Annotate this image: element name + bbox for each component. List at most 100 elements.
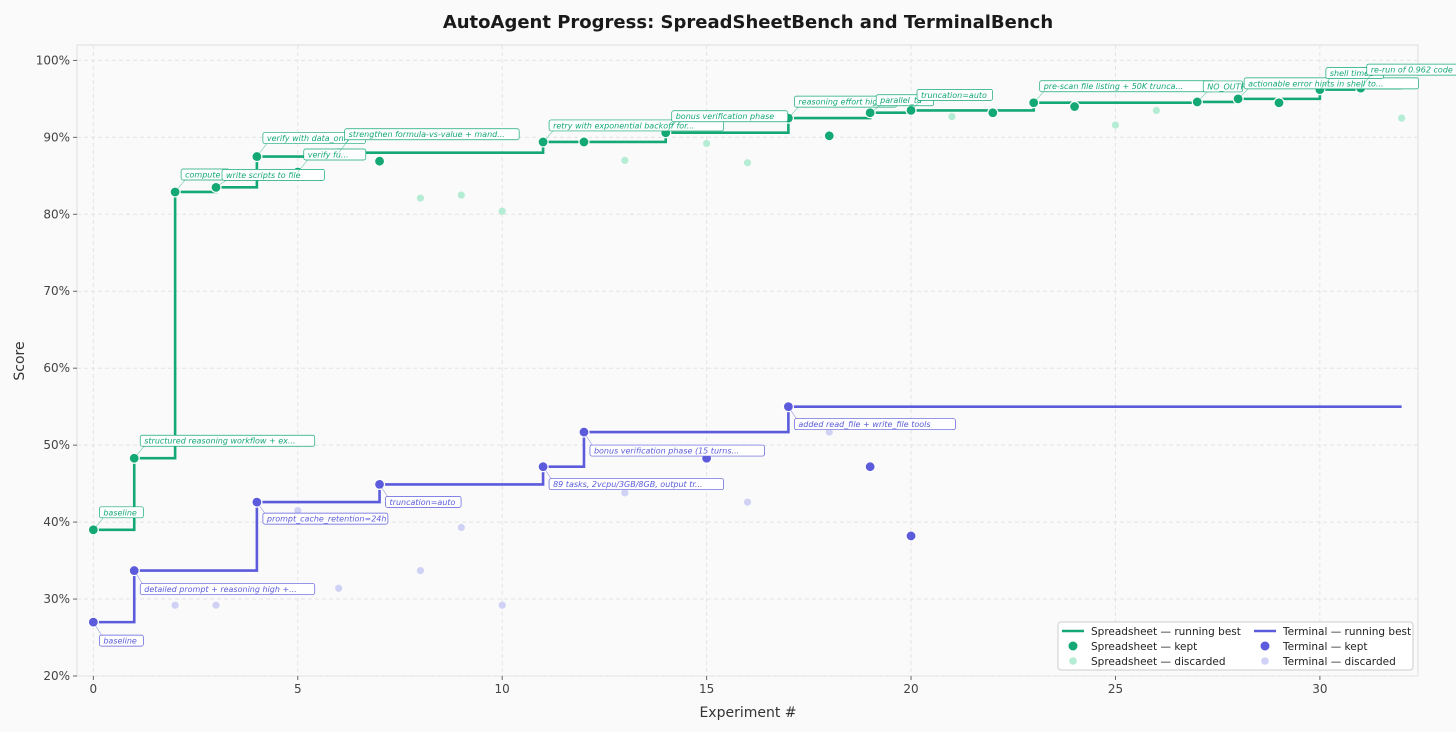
- annotation-label: baseline: [103, 637, 137, 646]
- annotation-box: [221, 169, 325, 181]
- annotation-box: [99, 634, 144, 647]
- annotation-box: [548, 478, 724, 491]
- annotation-label: 89 tasks, 2vcpu/3GB/8GB, output tr...: [553, 480, 702, 489]
- annotation-box: [99, 506, 144, 519]
- y-tick-label: 20%: [43, 669, 70, 683]
- x-tick-label: 25: [1108, 682, 1123, 696]
- annotation-leader: [1033, 91, 1044, 103]
- spreadsheet-discarded-point: [621, 156, 629, 165]
- legend-swatch-dot: [1068, 641, 1078, 651]
- spreadsheet-discarded-point: [498, 207, 506, 215]
- terminal-running-best-line: [93, 405, 1402, 624]
- legend-swatch-dot: [1261, 657, 1269, 665]
- annotation-label: bonus verification phase: [676, 112, 775, 121]
- legend-swatch-dot: [1069, 657, 1077, 665]
- annotation-box: [262, 512, 389, 525]
- annotation-label: re-run of 0.962 code: [1371, 66, 1453, 75]
- annotation-label: actionable error hints in shell to...: [1248, 79, 1383, 88]
- terminal-kept-point: [864, 461, 876, 473]
- annotation-label: parallel_ta: [879, 96, 922, 105]
- terminal-discarded-point: [416, 566, 425, 575]
- spreadsheet-discarded-point: [703, 139, 711, 148]
- spreadsheet-kept-point: [578, 136, 590, 148]
- annotation-leader: [542, 130, 554, 143]
- annotation-label: baseline: [103, 508, 137, 517]
- annotation-leader: [788, 106, 799, 119]
- annotation-box: [1366, 63, 1456, 76]
- annotation-label: strengthen formula-vs-value + mand...: [349, 130, 505, 139]
- annotation-leader: [1237, 88, 1249, 100]
- annotation-box: [303, 148, 367, 161]
- terminal-discarded-point: [498, 601, 506, 609]
- legend-label: Terminal — running best: [1282, 626, 1411, 638]
- annotation-label: write scripts to file: [226, 171, 301, 180]
- x-tick-label: 5: [294, 682, 302, 696]
- spreadsheet-kept-point: [1273, 97, 1285, 109]
- spreadsheet-kept-point: [987, 107, 999, 119]
- spreadsheet-discarded-point: [416, 194, 425, 202]
- spreadsheet-kept-point: [823, 130, 835, 142]
- legend-label: Spreadsheet — running best: [1091, 626, 1241, 638]
- annotation-leader: [910, 100, 922, 111]
- annotation-label: prompt_cache_retention=24h: [266, 515, 387, 524]
- spreadsheet-discarded-point: [743, 159, 752, 167]
- legend-swatch-dot: [1260, 641, 1270, 651]
- spreadsheet-kept-point: [373, 155, 386, 167]
- grid: [77, 45, 1418, 677]
- annotation-label: detailed prompt + reasoning high +...: [144, 585, 297, 594]
- annotation-box: [139, 583, 316, 595]
- terminal-discarded-point: [294, 506, 302, 515]
- annotation-label: reasoning effort high: [798, 98, 882, 107]
- annotation-box: [916, 89, 993, 101]
- x-tick-label: 20: [903, 682, 918, 696]
- annotation-label: added read_file + write_file tools: [798, 420, 930, 429]
- x-tick-label: 0: [90, 682, 98, 696]
- annotation-leader: [665, 121, 676, 133]
- annotation-label: retry with exponential backoff for...: [553, 121, 694, 130]
- annotation-label: bonus verification phase (15 turns...: [594, 447, 739, 456]
- terminal-discarded-point: [743, 498, 752, 506]
- spreadsheet-discarded-point: [1398, 114, 1406, 122]
- y-tick-label: 70%: [43, 284, 70, 298]
- legend-label: Spreadsheet — kept: [1091, 641, 1197, 653]
- y-axis-label: Score: [12, 341, 28, 380]
- annotation-leader: [869, 105, 881, 113]
- annotation-box: [385, 496, 462, 508]
- terminal-discarded-point: [457, 523, 465, 532]
- x-tick-label: 10: [495, 682, 510, 696]
- annotations-layer: baseline structured reasoning workflow + …: [93, 63, 1456, 647]
- annotation-leader: [338, 139, 349, 153]
- spreadsheet-discarded-point: [457, 191, 465, 199]
- spreadsheet-discarded-point: [948, 112, 956, 121]
- y-tick-label: 90%: [43, 130, 70, 144]
- annotation-leader: [93, 517, 104, 530]
- y-tick-label: 50%: [43, 438, 70, 452]
- legend: Spreadsheet — running best Terminal — run…: [1057, 621, 1414, 671]
- annotation-label: verify with data_only: [267, 134, 351, 143]
- annotation-leader: [297, 159, 309, 173]
- annotation-leader: [1197, 91, 1208, 103]
- plot-area: [76, 44, 1419, 677]
- annotation-box: [589, 444, 765, 457]
- annotation-label: truncation=auto: [390, 498, 456, 507]
- annotation-box: [794, 418, 956, 431]
- y-tick-label: 60%: [43, 361, 70, 375]
- terminal-discarded-point: [335, 584, 343, 592]
- annotation-leader: [1360, 74, 1371, 89]
- annotation-label: structured reasoning workflow + ex...: [144, 437, 295, 446]
- terminal-discarded-point: [212, 601, 220, 609]
- chart-title: AutoAgent Progress: SpreadSheetBench and…: [443, 12, 1053, 33]
- terminal-discarded-point: [171, 601, 179, 609]
- terminal-discarded-point: [621, 489, 629, 497]
- legend-label: Terminal — discarded: [1282, 656, 1396, 668]
- annotation-box: [671, 110, 789, 123]
- legend-label: Terminal — kept: [1282, 641, 1368, 653]
- terminal-discarded-point: [825, 428, 833, 436]
- spreadsheet-discarded-point: [1152, 106, 1160, 115]
- annotation-leader: [256, 143, 268, 157]
- terminal-kept-point: [905, 530, 917, 542]
- legend-label: Spreadsheet — discarded: [1091, 656, 1226, 668]
- annotation-label: shell timeo: [1330, 69, 1374, 78]
- annotation-label: pre-scan file listing + 50K trunca...: [1043, 82, 1184, 91]
